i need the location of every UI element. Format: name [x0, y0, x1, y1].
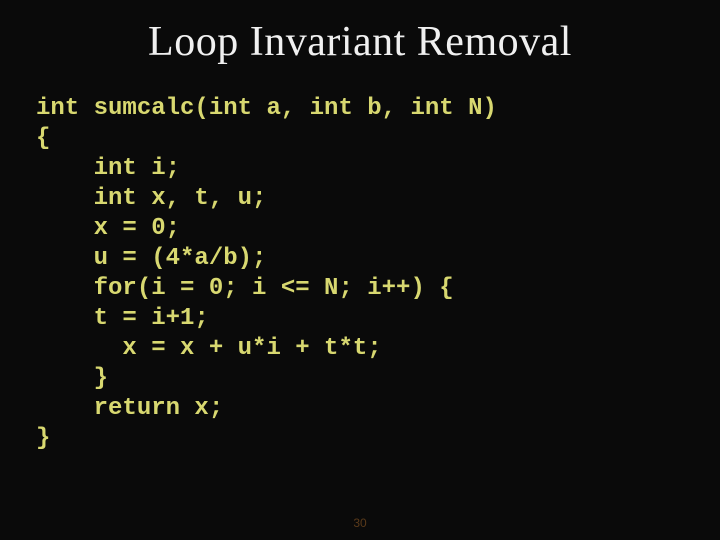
code-line: {	[36, 125, 50, 152]
code-line: int sumcalc(int a, int b, int N)	[36, 95, 497, 122]
code-line: x = x + u*i + t*t;	[36, 335, 382, 362]
code-line: u = (4*a/b);	[36, 245, 266, 272]
code-line: }	[36, 365, 108, 392]
code-line: x = 0;	[36, 215, 180, 242]
code-line: int x, t, u;	[36, 185, 266, 212]
slide: Loop Invariant Removal int sumcalc(int a…	[0, 0, 720, 540]
code-line: }	[36, 425, 50, 452]
code-line: t = i+1;	[36, 305, 209, 332]
code-line: return x;	[36, 395, 223, 422]
page-number: 30	[0, 516, 720, 530]
code-line: for(i = 0; i <= N; i++) {	[36, 275, 454, 302]
code-line: int i;	[36, 155, 180, 182]
slide-title: Loop Invariant Removal	[0, 0, 720, 66]
code-block: int sumcalc(int a, int b, int N) { int i…	[0, 66, 720, 454]
